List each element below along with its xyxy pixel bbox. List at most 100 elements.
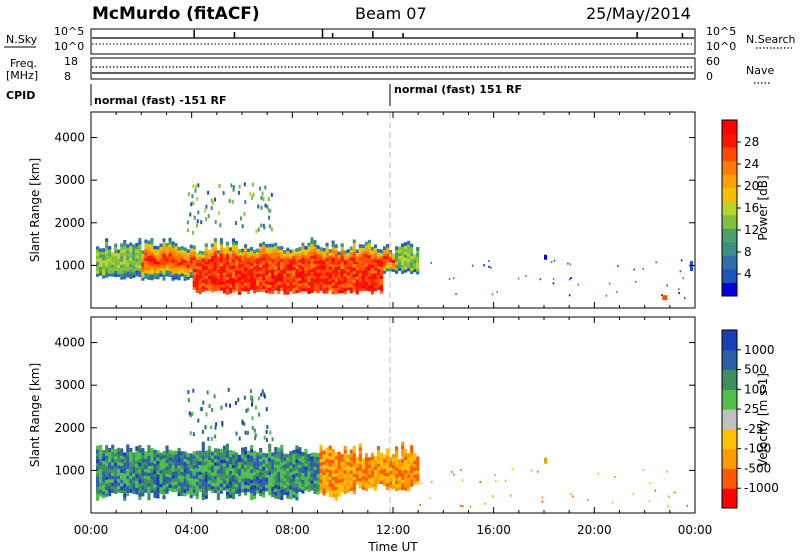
echo-cell xyxy=(395,453,399,458)
echo-cell xyxy=(295,489,299,494)
colorbar-cell xyxy=(722,133,737,148)
echo-cell xyxy=(183,488,187,493)
echo-cell xyxy=(114,267,118,272)
echo-cell xyxy=(192,464,196,469)
echo-cell xyxy=(180,258,184,262)
echo-cell xyxy=(364,487,368,492)
echo-cell xyxy=(304,476,308,481)
echo-cell xyxy=(349,252,353,257)
echo-cell xyxy=(216,266,220,271)
echo-cell xyxy=(186,483,190,488)
echo-cell xyxy=(204,464,208,469)
echo-cell xyxy=(280,246,284,250)
echo-cell xyxy=(340,261,344,265)
echo-cell xyxy=(410,458,414,463)
echo-cell xyxy=(162,484,166,489)
echo-cell xyxy=(186,264,190,268)
echo-cell xyxy=(277,246,281,250)
echo-cell xyxy=(349,274,353,279)
echo-cell xyxy=(358,284,362,289)
echo-cell xyxy=(274,481,278,486)
echo-cell xyxy=(222,445,226,450)
echo-cell xyxy=(114,246,118,251)
echo-cell xyxy=(337,472,341,477)
echo-cell xyxy=(570,493,572,496)
echo-cell xyxy=(295,257,299,261)
echo-cell xyxy=(228,449,233,454)
echo-cell xyxy=(117,252,121,257)
echo-cell xyxy=(271,462,275,467)
echo-cell xyxy=(340,249,344,253)
echo-cell xyxy=(247,254,251,259)
echo-cell xyxy=(286,494,290,499)
echo-cell xyxy=(201,445,205,450)
echo-cell xyxy=(280,482,284,487)
echo-cell xyxy=(153,476,157,481)
echo-cell xyxy=(349,263,353,267)
echo-cell xyxy=(280,252,284,256)
echo-cell xyxy=(328,268,332,273)
echo-cell xyxy=(247,464,251,469)
echo-cell xyxy=(213,259,217,263)
echo-cell xyxy=(147,273,151,277)
echo-cell xyxy=(114,261,118,266)
echo-cell xyxy=(334,486,338,491)
echo-cell xyxy=(525,274,527,277)
echo-cell xyxy=(289,495,293,500)
echo-cell xyxy=(277,478,281,483)
echo-cell xyxy=(198,477,202,482)
echo-cell xyxy=(162,461,166,466)
echo-cell xyxy=(225,241,229,246)
echo-cell xyxy=(177,249,181,254)
echo-cell xyxy=(201,285,205,289)
echo-cell xyxy=(144,248,148,253)
echo-cell xyxy=(307,254,311,259)
echo-cell xyxy=(253,464,257,469)
echo-cell xyxy=(117,270,121,275)
echo-cell xyxy=(310,479,314,484)
echo-cell xyxy=(355,284,359,289)
station-title: McMurdo (fitACF) xyxy=(92,4,260,24)
echo-cell xyxy=(370,469,374,474)
echo-cell xyxy=(597,472,599,475)
echo-cell xyxy=(204,275,208,279)
echo-cell xyxy=(328,255,332,259)
echo-cell xyxy=(165,272,169,277)
echo-cell xyxy=(268,457,272,462)
echo-cell xyxy=(162,277,166,281)
echo-cell xyxy=(201,251,205,255)
echo-cell xyxy=(358,247,362,251)
echo-cell xyxy=(222,269,226,273)
echo-cell xyxy=(132,472,136,477)
echo-cell xyxy=(310,262,314,267)
echo-cell xyxy=(156,450,160,455)
echo-cell xyxy=(250,395,253,400)
echo-cell xyxy=(222,260,226,264)
echo-cell xyxy=(111,255,115,259)
echo-cell xyxy=(96,489,100,494)
echo-cell xyxy=(277,281,281,286)
echo-cell xyxy=(144,451,148,456)
echo-cell xyxy=(388,473,393,478)
echo-cell xyxy=(156,269,160,274)
echo-cell xyxy=(253,495,257,500)
echo-cell xyxy=(286,276,290,280)
echo-cell xyxy=(262,256,266,261)
echo-cell xyxy=(319,266,323,270)
echo-cell xyxy=(382,458,387,463)
echo-cell xyxy=(135,254,139,259)
echo-cell xyxy=(325,488,329,493)
echo-cell xyxy=(180,267,184,271)
colorbar-cell xyxy=(722,448,737,469)
echo-cell xyxy=(388,456,393,461)
echo-cell xyxy=(310,271,314,276)
echo-cell xyxy=(283,477,287,482)
x-tick-label: 04:00 xyxy=(174,523,209,537)
colorbar-tick-label: 28 xyxy=(744,135,759,149)
echo-cell xyxy=(156,453,160,458)
echo-cell xyxy=(174,457,178,462)
echo-cell xyxy=(410,252,414,257)
echo-cell xyxy=(295,462,299,467)
echo-cell xyxy=(165,254,169,259)
